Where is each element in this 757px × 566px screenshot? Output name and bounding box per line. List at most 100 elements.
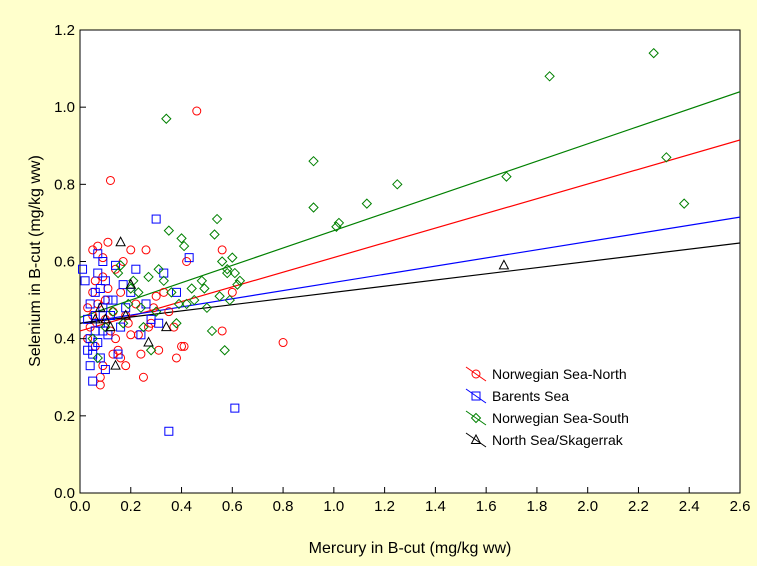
point-norwegian-sea-south <box>201 302 213 314</box>
point-barents-sea <box>85 361 95 371</box>
point-norwegian-sea-south <box>166 287 177 298</box>
legend-item-norwegian-sea-south: Norwegian Sea-South <box>465 410 629 426</box>
point-norwegian-sea-south <box>544 71 555 82</box>
point-norwegian-sea-north <box>227 287 237 297</box>
point-norwegian-sea-south <box>171 318 182 329</box>
point-north-sea-skagerrak <box>160 321 172 332</box>
x-tick-label: 1.4 <box>425 498 446 515</box>
point-north-sea-skagerrak <box>120 309 132 320</box>
x-axis: 0.0 0.2 0.4 0.6 0.8 1.0 1.2 1.4 1.6 1.8 2.0 2.2 2.4 2… <box>70 487 750 515</box>
point-norwegian-sea-south <box>123 298 134 310</box>
point-barents-sea <box>93 249 103 259</box>
point-norwegian-sea-south <box>333 217 345 229</box>
point-norwegian-sea-north <box>177 341 187 351</box>
point-norwegian-sea-north <box>192 106 202 116</box>
point-north-sea-skagerrak <box>125 278 137 289</box>
point-barents-sea <box>230 403 240 413</box>
point-norwegian-sea-north <box>103 237 113 247</box>
point-norwegian-sea-south <box>501 171 512 182</box>
point-barents-sea <box>111 260 121 270</box>
legend-line <box>465 432 487 448</box>
point-norwegian-sea-south <box>232 279 243 290</box>
legend-marker <box>470 412 482 424</box>
point-norwegian-sea-south <box>107 306 119 317</box>
fit-line-north-sea-skagerrak <box>80 242 740 324</box>
point-barents-sea <box>116 322 126 332</box>
point-norwegian-sea-south <box>189 294 200 306</box>
point-norwegian-sea-south <box>234 275 246 286</box>
legend-line <box>465 410 487 426</box>
point-barents-sea <box>164 426 174 436</box>
legend-marker <box>471 369 481 379</box>
legend-label: North Sea/Skagerrak <box>492 432 624 448</box>
point-norwegian-sea-south <box>176 233 187 244</box>
point-barents-sea <box>78 264 88 274</box>
point-norwegian-sea-south <box>648 47 659 59</box>
point-barents-sea <box>85 299 95 309</box>
x-tick-label: 0.8 <box>273 498 294 515</box>
point-north-sea-skagerrak <box>89 313 101 324</box>
point-norwegian-sea-north <box>278 338 288 348</box>
x-tick-label: 0.2 <box>120 498 141 515</box>
point-barents-sea <box>151 214 161 224</box>
point-barents-sea <box>171 287 181 297</box>
point-norwegian-sea-south <box>87 333 98 344</box>
point-norwegian-sea-south <box>308 155 319 167</box>
plot-area <box>79 29 741 494</box>
legend-line <box>465 388 487 404</box>
point-norwegian-sea-south <box>125 283 136 294</box>
point-norwegian-sea-south <box>163 225 175 236</box>
x-tick-label: 1.2 <box>374 498 395 515</box>
legend-marker <box>470 433 482 444</box>
y-tick-label: 0.6 <box>54 254 75 271</box>
point-norwegian-sea-north <box>126 245 136 255</box>
legend-label: Norwegian Sea-North <box>492 366 627 382</box>
point-norwegian-sea-south <box>222 267 233 279</box>
x-tick-label: 0.6 <box>222 498 243 515</box>
point-norwegian-sea-south <box>219 345 230 356</box>
point-norwegian-sea-south <box>112 267 124 279</box>
point-norwegian-sea-south <box>214 291 225 302</box>
point-norwegian-sea-south <box>153 264 164 275</box>
point-norwegian-sea-north <box>164 307 174 317</box>
point-norwegian-sea-north <box>169 322 179 332</box>
point-norwegian-sea-south <box>227 252 238 263</box>
legend-label: Norwegian Sea-South <box>492 410 629 426</box>
point-norwegian-sea-south <box>222 264 233 275</box>
x-tick-label: 2.0 <box>577 498 598 515</box>
series-north-sea-skagerrak <box>89 236 510 370</box>
point-norwegian-sea-south <box>150 306 162 317</box>
legend: Norwegian Sea-North Barents Sea Norwegian … <box>465 366 629 448</box>
point-norwegian-sea-north <box>217 326 227 336</box>
y-tick-label: 0.8 <box>54 176 75 193</box>
point-north-sea-skagerrak <box>498 259 510 270</box>
point-norwegian-sea-south <box>173 298 185 310</box>
point-north-sea-skagerrak <box>94 301 106 312</box>
point-barents-sea <box>154 318 164 328</box>
point-barents-sea <box>103 295 113 305</box>
y-tick-label: 1.2 <box>54 22 75 39</box>
point-norwegian-sea-south <box>206 325 218 337</box>
fit-line-norwegian-sea-south <box>80 91 740 319</box>
point-north-sea-skagerrak <box>143 336 154 347</box>
point-barents-sea <box>184 253 194 263</box>
point-norwegian-sea-south <box>145 345 157 356</box>
x-tick-label: 2.4 <box>679 498 700 515</box>
point-norwegian-sea-south <box>661 152 672 163</box>
point-norwegian-sea-south <box>92 352 103 364</box>
legend-label: Barents Sea <box>492 388 569 404</box>
point-norwegian-sea-south <box>135 302 147 314</box>
x-axis-label: Mercury in B-cut (mg/kg ww) <box>309 540 512 557</box>
point-norwegian-sea-south <box>224 294 235 306</box>
y-axis-label: Selenium in B-cut (mg/kg ww) <box>27 155 44 367</box>
x-tick-label: 1.8 <box>526 498 547 515</box>
point-north-sea-skagerrak <box>100 313 111 324</box>
legend-line <box>465 366 487 382</box>
x-tick-label: 0.4 <box>171 498 192 515</box>
point-norwegian-sea-north <box>105 175 115 185</box>
point-norwegian-sea-north <box>151 291 161 301</box>
point-barents-sea <box>131 264 141 274</box>
x-tick-label: 1.0 <box>323 498 344 515</box>
point-barents-sea <box>93 268 103 278</box>
